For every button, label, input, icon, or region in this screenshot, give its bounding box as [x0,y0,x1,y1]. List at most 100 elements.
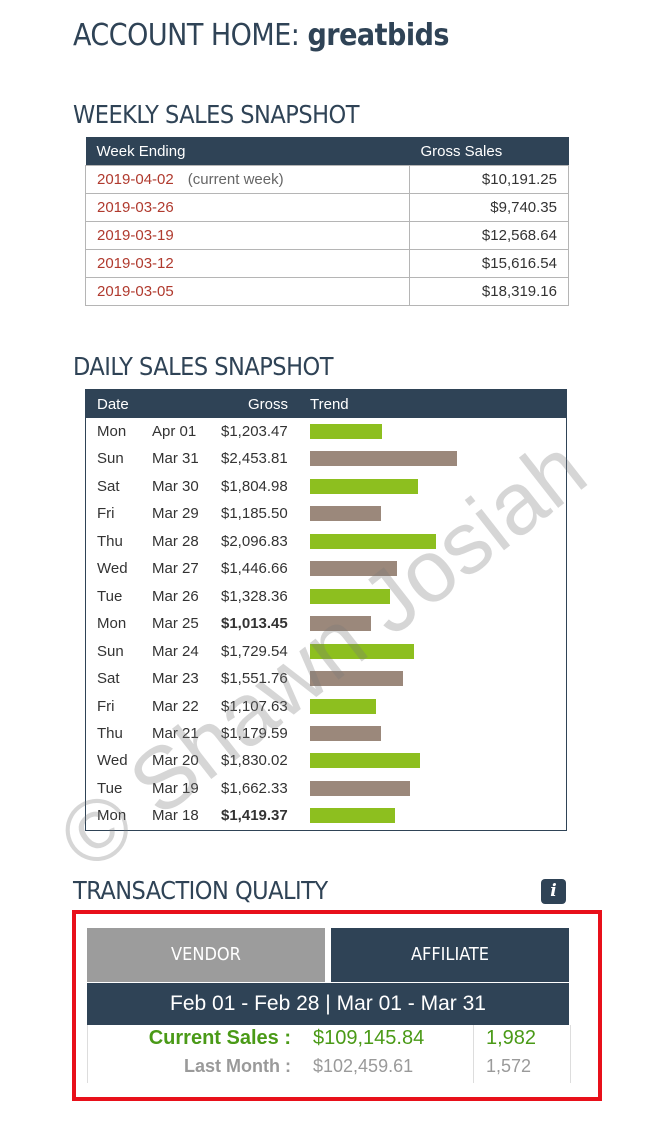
trend-bar [310,780,410,796]
daily-header-row: Date Gross Trend [86,390,566,418]
day-of-week: Sat [97,477,120,495]
day-gross: $1,185.50 [221,505,288,523]
weekly-row: 2019-03-05 $18,319.16 [85,277,569,306]
day-of-week: Mon [97,423,127,440]
day-gross: $2,096.83 [221,532,288,550]
week-gross-value: $12,568.64 [409,221,569,250]
week-date-link[interactable]: 2019-03-05 [97,283,174,300]
trend-bar [310,561,397,577]
daily-row: Mon Mar 18 $1,419.37 [86,802,566,829]
daily-row: Fri Mar 22 $1,107.63 [86,693,566,720]
day-of-week: Wed [97,560,128,578]
week-date-link[interactable]: 2019-03-12 [97,255,174,272]
week-cell: 2019-03-12 [85,249,410,278]
daily-row: Mon Apr 01 $1,203.47 [86,418,566,445]
week-date-link[interactable]: 2019-03-19 [97,227,174,244]
tab-affiliate[interactable]: AFFILIATE [331,928,569,982]
daily-row: Sun Mar 24 $1,729.54 [86,638,566,665]
week-date-link[interactable]: 2019-04-02 [97,171,174,188]
day-gross: $1,203.47 [221,423,288,440]
day-date: Apr 01 [152,423,197,440]
day-gross: $1,419.37 [221,807,288,825]
account-name: greatbids [307,18,449,53]
day-date: Mar 26 [152,587,199,605]
daily-row: Thu Mar 28 $2,096.83 [86,528,566,555]
week-cell: 2019-03-19 [85,221,410,250]
weekly-row: 2019-04-02 (current week) $10,191.25 [85,165,569,194]
date-range-header: Feb 01 - Feb 28 | Mar 01 - Mar 31 [87,983,569,1025]
day-date: Mar 23 [152,670,199,688]
daily-row: Sat Mar 23 $1,551.76 [86,665,566,692]
trend-bar [310,643,414,659]
day-date: Mar 21 [152,724,199,742]
page-title-prefix: ACCOUNT HOME: [73,18,300,53]
transaction-quality-title: TRANSACTION QUALITY [73,876,328,905]
day-gross: $1,804.98 [221,477,288,495]
day-date: Mar 18 [152,807,199,825]
day-gross: $1,013.45 [221,615,288,633]
day-of-week: Tue [97,779,123,797]
day-date: Mar 30 [152,477,199,495]
last-month-count: 1,572 [486,1056,532,1076]
highlight-frame [72,910,602,1101]
day-of-week: Sat [97,670,120,688]
gross-sales-header: Gross Sales [409,137,569,166]
day-of-week: Sun [97,642,124,660]
current-sales-count: 1,982 [486,1027,537,1049]
day-gross: $1,551.76 [221,670,288,688]
weekly-sales-title: WEEKLY SALES SNAPSHOT [73,100,359,129]
daily-sales-table: Date Gross Trend Mon Apr 01 $1,203.47 Sun Ma… [85,389,567,831]
trend-bar [310,698,376,714]
weekly-header-row: Week Ending Gross Sales [85,137,569,166]
day-gross: $1,729.54 [221,642,288,660]
trend-header: Trend [310,396,349,413]
day-date: Mar 25 [152,615,199,633]
transaction-quality-rows: Current Sales : $109,145.84 1,982 Last M… [87,1025,571,1083]
trend-bar [310,424,382,439]
trend-bar [310,506,381,522]
trend-bar [310,451,457,467]
day-gross: $1,107.63 [221,697,288,715]
weekly-row: 2019-03-19 $12,568.64 [85,221,569,250]
column-divider [473,1025,474,1083]
trend-bar [310,753,420,769]
day-of-week: Fri [97,505,115,523]
tab-vendor[interactable]: VENDOR [87,928,325,982]
date-header: Date [97,396,129,413]
week-gross-value: $15,616.54 [409,249,569,278]
day-date: Mar 29 [152,505,199,523]
daily-row: Sun Mar 31 $2,453.81 [86,445,566,472]
daily-sales-title: DAILY SALES SNAPSHOT [73,352,333,381]
day-of-week: Tue [97,587,123,605]
trend-bar [310,533,436,549]
trend-bar [310,478,418,494]
day-date: Mar 24 [152,642,199,660]
day-gross: $1,830.02 [221,752,288,770]
trend-bar [310,725,381,741]
day-of-week: Mon [97,807,127,825]
day-of-week: Fri [97,697,115,715]
day-gross: $1,328.36 [221,587,288,605]
weekly-sales-table: Week Ending Gross Sales 2019-04-02 (curre… [85,137,569,306]
day-gross: $1,179.59 [221,724,288,742]
day-gross: $1,446.66 [221,560,288,578]
info-icon[interactable]: i [541,879,566,904]
gross-header: Gross [248,396,289,413]
day-date: Mar 31 [152,450,199,468]
day-of-week: Mon [97,615,127,633]
daily-row: Thu Mar 21 $1,179.59 [86,720,566,747]
current-sales-label: Current Sales : [148,1027,291,1049]
trend-bar [310,808,395,824]
day-gross: $1,662.33 [221,779,288,797]
week-cell: 2019-04-02 (current week) [85,165,410,194]
week-ending-header: Week Ending [85,137,410,166]
trend-bar [310,588,390,604]
daily-row: Wed Mar 20 $1,830.02 [86,747,566,774]
day-date: Mar 22 [152,697,199,715]
day-of-week: Thu [97,724,123,742]
day-date: Mar 19 [152,779,199,797]
week-date-link[interactable]: 2019-03-26 [97,199,174,216]
daily-row: Mon Mar 25 $1,013.45 [86,610,566,637]
week-cell: 2019-03-05 [85,277,410,306]
day-of-week: Sun [97,450,124,468]
